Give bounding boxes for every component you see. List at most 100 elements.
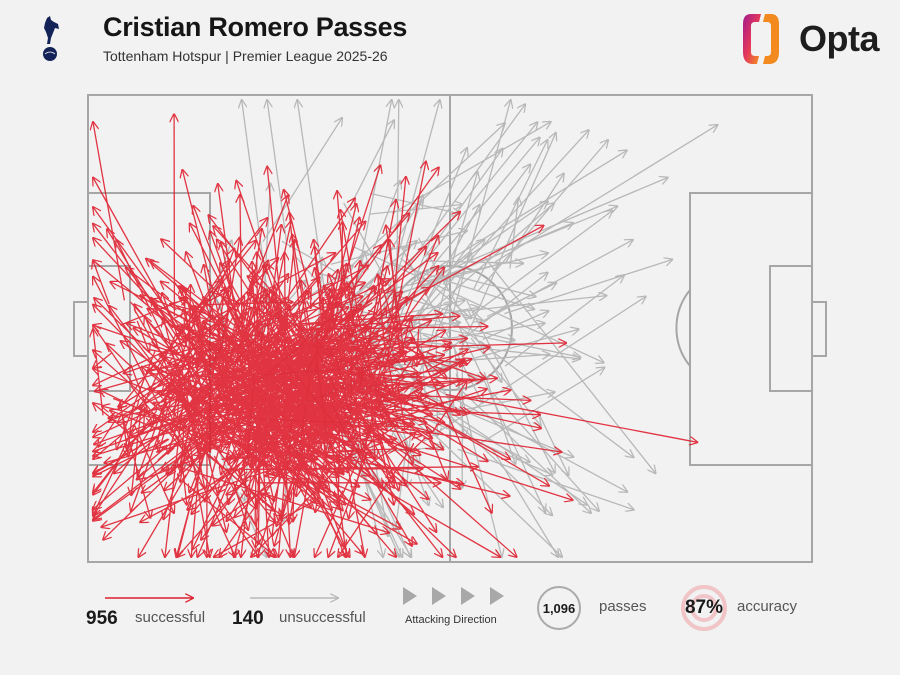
- unsuccessful-pass-arrow: [415, 178, 668, 285]
- successful-pass-arrow: [93, 325, 237, 375]
- successful-pass-arrow: [354, 267, 444, 387]
- successful-pass-arrow: [412, 349, 468, 379]
- successful-pass-arrow: [363, 327, 487, 329]
- successful-pass-arrow: [311, 285, 312, 308]
- successful-pass-arrow: [175, 393, 210, 426]
- unsuccessful-pass-arrow: [465, 211, 612, 321]
- successful-pass-arrow: [93, 352, 113, 368]
- page-subtitle: Tottenham Hotspur | Premier League 2025-…: [103, 48, 388, 64]
- accuracy-value: 87%: [684, 597, 724, 618]
- successful-pass-arrow: [156, 438, 170, 448]
- successful-pass-arrow: [371, 383, 399, 417]
- successful-pass-arrow: [263, 288, 377, 395]
- opta-mark-icon: [743, 14, 779, 64]
- successful-pass-arrow: [391, 413, 432, 439]
- unsuccessful-pass-arrow: [492, 449, 558, 557]
- unsuccessful-pass-arrow: [536, 410, 568, 475]
- accuracy-label: accuracy: [737, 598, 798, 615]
- successful-pass-arrow: [154, 261, 229, 371]
- successful-pass-arrow: [93, 178, 200, 368]
- successful-pass-arrow: [243, 416, 290, 432]
- unsuccessful-pass-arrow: [477, 140, 608, 292]
- right-six-yard-box: [769, 265, 813, 392]
- attacking-direction-label: Attacking Direction: [405, 614, 497, 626]
- successful-pass-arrow: [358, 411, 436, 532]
- unsuccessful-pass-arrow: [491, 392, 599, 511]
- direction-arrow-icon: [490, 587, 504, 605]
- successful-pass-arrow: [242, 319, 287, 379]
- successful-pass-arrow: [264, 433, 360, 487]
- successful-pass-arrow: [373, 431, 517, 558]
- successful-pass-arrow: [310, 447, 500, 557]
- successful-pass-arrow: [340, 210, 360, 320]
- left-goal: [73, 301, 89, 357]
- successful-pass-arrow: [106, 344, 132, 368]
- successful-pass-arrow: [315, 391, 470, 413]
- successful-pass-arrow: [251, 449, 356, 557]
- unsuccessful-pass-arrow: [391, 253, 471, 436]
- successful-pass-arrow: [226, 479, 249, 495]
- successful-pass-arrow: [93, 261, 110, 305]
- right-penalty-arc: [675, 289, 691, 367]
- successful-pass-arrow: [213, 481, 275, 526]
- successful-pass-arrow: [138, 431, 213, 557]
- successful-pass-arrow: [204, 302, 293, 305]
- unsuccessful-pass-arrow: [504, 275, 624, 367]
- unsuccessful-pass-arrow: [406, 104, 526, 267]
- successful-pass-arrow: [299, 455, 312, 468]
- direction-arrow-icon: [461, 587, 475, 605]
- successful-pass-arrow: [284, 439, 396, 446]
- successful-pass-arrow: [328, 449, 370, 558]
- successful-pass-arrow: [136, 320, 149, 352]
- successful-pass-arrow: [108, 383, 293, 419]
- successful-pass-arrow: [375, 266, 387, 313]
- successful-pass-arrow: [290, 364, 291, 401]
- successful-pass-arrow: [198, 445, 274, 511]
- successful-pass-arrow: [337, 191, 347, 299]
- successful-pass-arrow: [133, 308, 156, 348]
- successful-pass-arrow: [445, 393, 698, 443]
- successful-pass-arrow: [114, 418, 179, 473]
- successful-pass-arrow: [201, 415, 279, 475]
- unsuccessful-label: unsuccessful: [279, 609, 366, 626]
- successful-pass-arrow: [335, 316, 413, 362]
- successful-pass-arrow: [274, 466, 298, 546]
- successful-pass-arrow: [102, 406, 158, 420]
- tottenham-crest-icon: [43, 16, 59, 61]
- unsuccessful-pass-arrow: [262, 118, 342, 243]
- unsuccessful-pass-arrow: [370, 192, 460, 214]
- successful-pass-arrow: [267, 225, 282, 328]
- right-penalty-box: [689, 192, 813, 466]
- successful-label: successful: [135, 609, 206, 626]
- successful-pass-arrow: [93, 260, 220, 366]
- passes-total-badge: 1,096: [537, 586, 581, 630]
- successful-pass-arrow: [137, 443, 178, 480]
- successful-pass-arrow: [239, 358, 288, 486]
- successful-pass-arrow: [172, 373, 187, 406]
- successful-pass-arrow: [388, 177, 406, 343]
- successful-pass-arrow: [338, 302, 373, 325]
- successful-pass-arrow: [93, 334, 177, 516]
- successful-pass-arrow: [156, 387, 250, 391]
- successful-pass-arrow: [279, 419, 334, 442]
- direction-arrow-icon: [403, 587, 417, 605]
- successful-pass-arrow: [330, 253, 438, 330]
- unsuccessful-pass-arrow: [390, 262, 534, 310]
- unsuccessful-pass-arrow: [457, 133, 556, 356]
- successful-pass-arrow: [321, 390, 393, 443]
- successful-pass-arrow: [293, 419, 295, 521]
- right-goal: [811, 301, 827, 357]
- unsuccessful-pass-arrow: [394, 366, 627, 492]
- successful-pass-arrow: [372, 417, 399, 491]
- successful-pass-arrow: [309, 370, 443, 388]
- unsuccessful-pass-arrow: [494, 125, 717, 263]
- successful-pass-arrow: [161, 239, 305, 374]
- successful-pass-arrow: [209, 290, 304, 328]
- successful-pass-arrow: [116, 240, 182, 374]
- successful-pass-arrow: [222, 296, 268, 360]
- successful-pass-arrow: [284, 240, 295, 333]
- successful-pass-arrow: [93, 122, 126, 301]
- successful-pass-arrow: [258, 424, 297, 557]
- unsuccessful-pass-arrow: [423, 297, 646, 443]
